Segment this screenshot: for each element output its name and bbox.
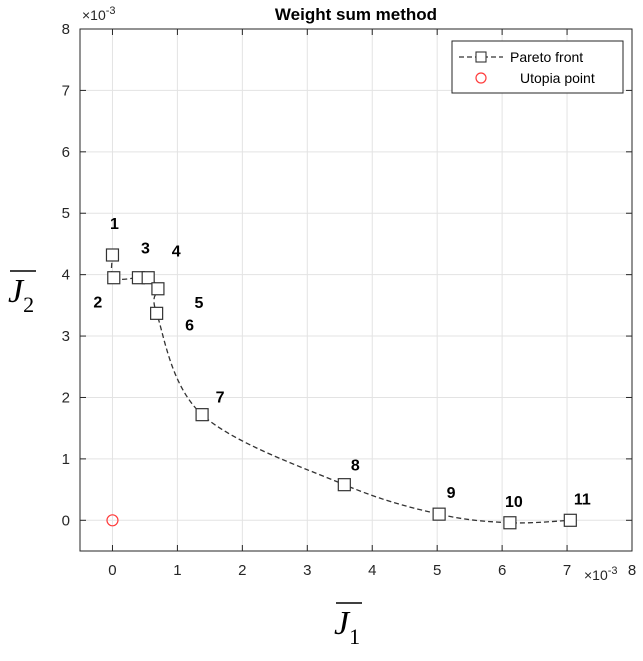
- pareto-point-marker: [141, 271, 155, 285]
- y-tick-label: 5: [62, 205, 70, 222]
- pareto-point-marker: [195, 408, 209, 422]
- pareto-point-marker: [503, 516, 517, 530]
- pareto-point-label: 2: [93, 295, 102, 312]
- pareto-point-label: 1: [110, 216, 119, 233]
- pareto-point-label: 6: [185, 317, 194, 334]
- y-axis-label-text: J2: [8, 273, 34, 317]
- y-tick-label: 1: [62, 451, 70, 468]
- x-axis-label-text: J1: [334, 605, 360, 649]
- series-layer: 1 2 3 4 56 7 8 9 10 11: [93, 216, 591, 530]
- y-tick-label: 7: [62, 82, 70, 99]
- y-axis-label: J2: [8, 270, 36, 317]
- x-tick-label: 4: [368, 562, 376, 579]
- pareto-point-label: 10: [505, 494, 523, 511]
- y-tick-label: 0: [62, 512, 70, 529]
- pareto-front-line: [110, 254, 571, 524]
- legend: Pareto front Utopia point: [451, 40, 624, 94]
- x-axis-label-letter: J: [334, 605, 351, 642]
- x-axis-label-subscript: 1: [349, 624, 360, 649]
- pareto-point-label: 11: [574, 491, 591, 508]
- x-tick-label: 0: [108, 562, 116, 579]
- pareto-point-marker: [337, 478, 351, 492]
- legend-box: [451, 40, 624, 94]
- x-exponent-base: ×10: [584, 567, 608, 583]
- x-exponent-power: -3: [608, 565, 618, 577]
- pareto-point-marker: [107, 271, 121, 285]
- y-exponent-power: -3: [106, 5, 116, 17]
- y-axis-label-letter: J: [8, 273, 25, 310]
- plot-area: [80, 29, 632, 551]
- legend-pareto-marker: [475, 51, 487, 63]
- y-exponent-base: ×10: [82, 7, 106, 23]
- legend-utopia-label: Utopia point: [520, 70, 595, 86]
- x-tick-label: 5: [433, 562, 441, 579]
- pareto-point-label: 8: [351, 458, 360, 475]
- x-tick-label: 8: [628, 562, 636, 579]
- pareto-point-marker: [150, 306, 164, 320]
- pareto-point-marker: [105, 248, 120, 262]
- utopia-point-marker: [106, 514, 119, 527]
- pareto-point-label: 9: [447, 485, 456, 502]
- y-axis-label-subscript: 2: [23, 292, 34, 317]
- y-exponent-label: ×10-3: [82, 5, 116, 23]
- x-axis-label: J1: [334, 602, 362, 649]
- x-tick-label: 7: [563, 562, 571, 579]
- pareto-point-marker: [151, 282, 165, 296]
- y-tick-label: 6: [62, 144, 70, 161]
- x-tick-label: 6: [498, 562, 506, 579]
- pareto-point-marker: [563, 513, 577, 527]
- x-tick-label: 2: [238, 562, 246, 579]
- y-tick-label: 8: [62, 21, 70, 38]
- pareto-point-marker: [432, 507, 446, 521]
- legend-utopia-marker: [475, 72, 487, 84]
- plot-frame: [79, 28, 633, 552]
- x-exponent-label: ×10-3: [584, 565, 618, 583]
- x-tick-label: 3: [303, 562, 311, 579]
- pareto-point-label: 5: [194, 295, 203, 312]
- legend-pareto-label: Pareto front: [510, 49, 583, 65]
- chart-title: Weight sum method: [275, 5, 437, 24]
- y-tick-label: 2: [62, 389, 70, 406]
- pareto-point-label: 4: [172, 244, 181, 261]
- y-tick-label: 4: [62, 267, 70, 284]
- pareto-point-label: 7: [216, 390, 225, 407]
- x-tick-label: 1: [173, 562, 181, 579]
- y-tick-label: 3: [62, 328, 70, 345]
- pareto-point-label: 3: [141, 241, 150, 258]
